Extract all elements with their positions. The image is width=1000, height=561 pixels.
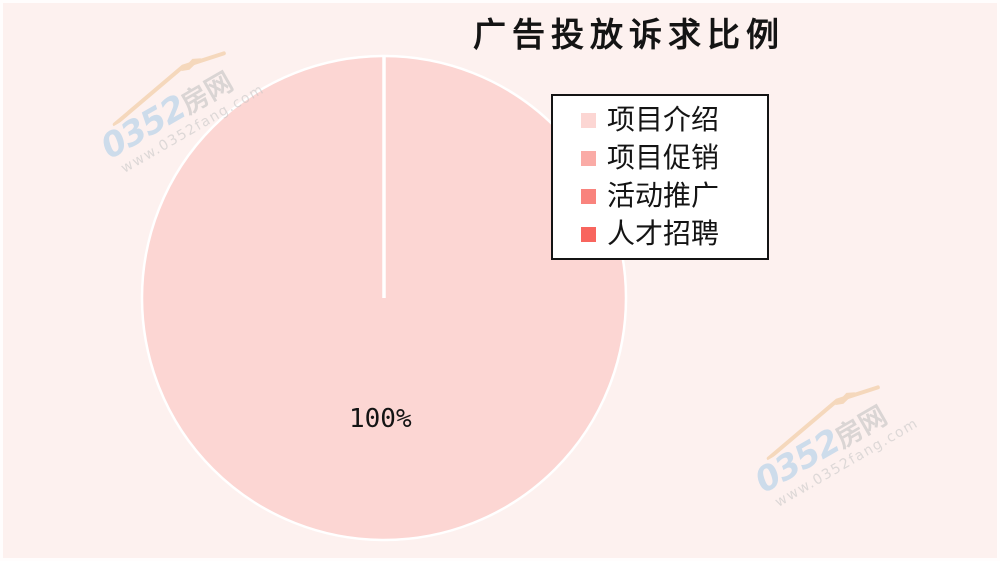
watermark-url: www.0352fang.com — [772, 415, 922, 511]
legend-label: 人才招聘 — [607, 217, 720, 250]
legend-swatch — [581, 188, 596, 204]
legend-item[interactable]: 人才招聘 — [581, 215, 767, 253]
legend-label: 活动推广 — [607, 179, 720, 212]
watermark-roof-icon — [766, 385, 880, 461]
watermark-number: 0352 — [748, 421, 847, 502]
legend-swatch — [581, 112, 596, 128]
chart-title: 广告投放诉求比例 — [473, 15, 785, 54]
legend-label: 项目促销 — [607, 141, 720, 174]
legend-item[interactable]: 活动推广 — [581, 177, 767, 215]
watermark-brand: 0352房网 — [748, 394, 893, 502]
legend-label: 项目介绍 — [607, 103, 720, 136]
legend: 项目介绍 项目促销 活动推广 人才招聘 — [551, 94, 769, 260]
legend-item[interactable]: 项目促销 — [581, 139, 767, 177]
legend-swatch — [581, 226, 596, 242]
legend-item[interactable]: 项目介绍 — [581, 101, 767, 139]
pie-data-label: 100% — [349, 404, 412, 434]
legend-swatch — [581, 150, 596, 166]
watermark-name: 房网 — [830, 400, 893, 455]
pie-chart — [140, 54, 628, 542]
watermark: 0352房网 www.0352fang.com — [740, 373, 921, 517]
